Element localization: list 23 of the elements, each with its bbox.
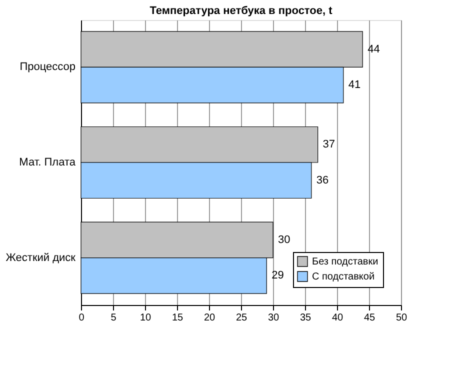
chart-title: Температура нетбука в простое, t [150, 5, 333, 17]
y-tick-label: Процессор [20, 61, 76, 74]
data-label: 37 [322, 138, 336, 151]
data-label: 44 [368, 43, 380, 56]
data-label: 29 [272, 270, 284, 282]
x-tick-label: 35 [300, 312, 312, 324]
x-tick-label: 30 [268, 312, 280, 324]
x-tick-label: 10 [140, 312, 152, 324]
x-tick-label: 15 [172, 312, 184, 324]
data-label: 41 [348, 79, 361, 92]
x-tick-label: 0 [78, 312, 85, 324]
x-tick-label: 25 [236, 312, 248, 324]
y-tick-label: Жесткий диск [6, 252, 76, 264]
data-label: 36 [316, 174, 329, 186]
legend-label: Без подставки [312, 256, 378, 268]
x-tick-label: 45 [364, 312, 376, 324]
legend-label: С подставкой [312, 272, 375, 282]
x-tick-label: 50 [396, 312, 408, 324]
x-tick-label: 40 [332, 312, 344, 324]
x-tick-label: 5 [110, 312, 117, 324]
y-tick-label: Мат. Плата [19, 156, 76, 168]
x-tick-label: 20 [204, 312, 216, 324]
data-label: 30 [278, 234, 290, 246]
